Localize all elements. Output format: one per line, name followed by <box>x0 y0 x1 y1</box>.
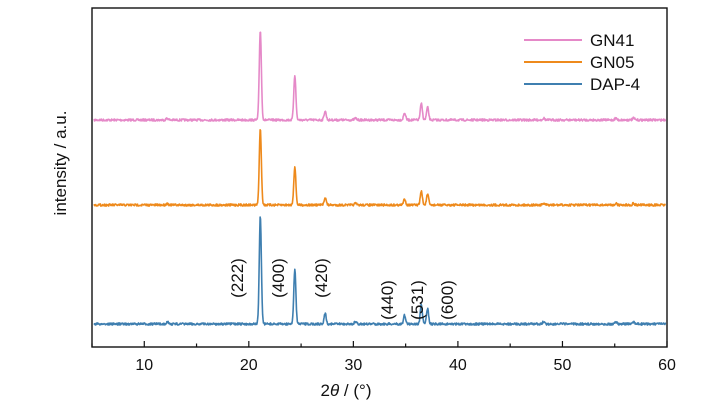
peak-label: (440) <box>378 280 397 320</box>
plot-frame <box>91 7 668 348</box>
x-tick-label: 40 <box>449 357 467 374</box>
x-tick-label: 10 <box>135 357 153 374</box>
series-line-gn41 <box>93 31 667 122</box>
peak-label: (400) <box>269 258 288 298</box>
peak-label: (531) <box>408 280 427 320</box>
legend-label-gn41: GN41 <box>590 31 634 50</box>
legend-label-gn05: GN05 <box>590 53 634 72</box>
x-tick-label: 60 <box>658 357 676 374</box>
x-axis-label-prefix: 2 <box>321 381 330 400</box>
plot-area <box>91 7 668 348</box>
x-tick-label: 50 <box>554 357 572 374</box>
y-axis-label: intensity / a.u. <box>51 111 70 216</box>
peak-label: (420) <box>312 258 331 298</box>
x-axis: 10 20 30 40 50 60 <box>91 341 676 374</box>
x-tick-label: 20 <box>240 357 258 374</box>
x-axis-label-suffix: / (°) <box>339 381 371 400</box>
x-axis-label-theta: θ <box>330 381 340 400</box>
x-tick-label: 30 <box>344 357 362 374</box>
series-line-gn05 <box>93 128 667 207</box>
legend: GN41 GN05 DAP-4 <box>524 31 640 94</box>
legend-label-dap-4: DAP-4 <box>590 75 640 94</box>
peak-label: (222) <box>228 258 247 298</box>
peak-labels: (222) (400) (420) (440) (531) (600) <box>228 258 457 320</box>
peak-label: (600) <box>438 280 457 320</box>
x-axis-label: 2θ / (°) <box>321 381 372 400</box>
series-line-dap-4 <box>93 216 667 326</box>
